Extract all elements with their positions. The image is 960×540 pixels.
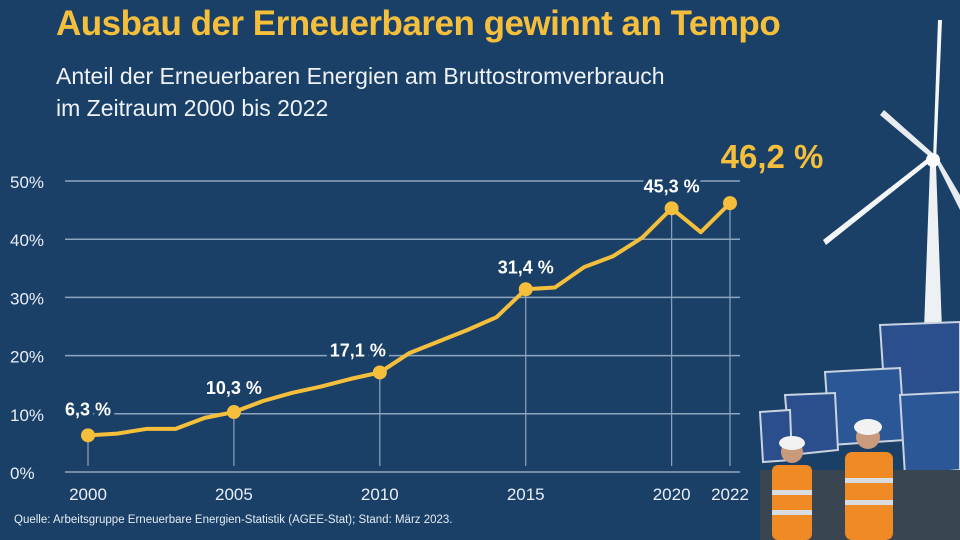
subtitle-line-1: Anteil der Erneuerbaren Energien am Brut… bbox=[56, 63, 665, 89]
data-point bbox=[372, 365, 387, 380]
worker-icon bbox=[772, 436, 812, 540]
x-tick-label: 2010 bbox=[361, 485, 399, 504]
y-tick-label: 50% bbox=[10, 173, 44, 192]
x-tick-label: 2015 bbox=[507, 485, 545, 504]
subtitle-line-2: im Zeitraum 2000 bis 2022 bbox=[56, 95, 329, 121]
y-tick-label: 40% bbox=[10, 231, 44, 250]
worker-icon bbox=[845, 419, 893, 540]
data-point bbox=[664, 201, 679, 216]
source-note: Quelle: Arbeitsgruppe Erneuerbare Energi… bbox=[14, 514, 453, 526]
series-line bbox=[87, 201, 732, 438]
data-label: 10,3 % bbox=[206, 378, 262, 398]
x-tick-label: 2000 bbox=[69, 485, 107, 504]
y-tick-label: 0% bbox=[10, 464, 35, 483]
y-tick-label: 10% bbox=[10, 406, 44, 425]
data-point bbox=[723, 196, 737, 211]
y-tick-label: 20% bbox=[10, 348, 44, 367]
data-point bbox=[81, 428, 95, 443]
data-point bbox=[518, 282, 533, 297]
data-label: 6,3 % bbox=[65, 399, 111, 419]
data-label: 17,1 % bbox=[330, 340, 386, 360]
chart-subtitle: Anteil der Erneuerbaren Energien am Brut… bbox=[56, 60, 665, 124]
highlight-data-label: 46,2 % bbox=[721, 138, 824, 175]
chart-title: Ausbau der Erneuerbaren gewinnt an Tempo bbox=[56, 4, 781, 43]
y-tick-label: 30% bbox=[10, 289, 44, 308]
data-point bbox=[226, 405, 241, 420]
data-label: 45,3 % bbox=[644, 176, 700, 196]
wind-turbine-icon bbox=[823, 20, 960, 330]
x-tick-label: 2022 bbox=[711, 485, 749, 504]
data-label: 31,4 % bbox=[498, 257, 554, 277]
x-tick-label: 2020 bbox=[653, 485, 691, 504]
x-tick-label: 2005 bbox=[215, 485, 253, 504]
